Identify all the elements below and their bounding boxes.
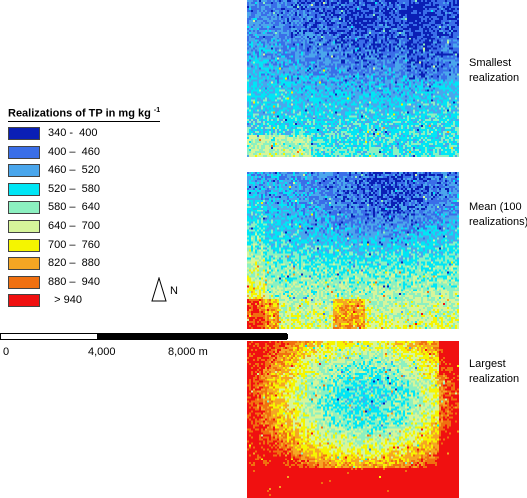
legend-swatch (8, 238, 40, 252)
legend-label: 820 – 880 (48, 257, 100, 270)
legend-swatch (8, 164, 40, 178)
legend-label: 400 – 460 (48, 145, 100, 158)
legend-swatch (8, 127, 40, 140)
legend-title-superscript: -1 (153, 107, 161, 114)
map-mean-realization (247, 172, 459, 329)
north-arrow-icon (151, 277, 167, 302)
caption-line: Mean (100 realizations) (469, 201, 527, 228)
legend-label: 340 - 400 (48, 127, 98, 139)
legend-label: 880 – 940 (48, 275, 100, 288)
legend-label: 520 – 580 (48, 182, 100, 195)
legend-swatch (8, 294, 40, 308)
map-caption-mean: Mean (100 realizations) (469, 200, 527, 230)
map-caption-largest: Largest realization (469, 357, 519, 387)
scale-label-4000: 4,000 (88, 346, 116, 358)
legend-label: 580 – 640 (48, 201, 100, 214)
legend-label: 460 – 520 (48, 164, 100, 177)
caption-line: Largest realization (469, 358, 520, 385)
legend-swatch (8, 201, 40, 215)
legend-swatch (8, 182, 40, 196)
legend-label: > 940 (48, 294, 82, 307)
scale-bar-segment-black (97, 334, 288, 339)
legend-title-text: Realizations of TP in mg kg (8, 107, 151, 120)
scale-label-8000: 8,000 m (168, 346, 208, 358)
legend-swatch (8, 145, 40, 159)
legend-swatch (8, 220, 40, 233)
map-largest-realization (247, 341, 459, 498)
north-label: N (170, 285, 178, 297)
legend-swatch (8, 275, 40, 289)
legend-title: Realizations of TP in mg kg -1 (8, 107, 161, 122)
legend-label: 640 – 700 (48, 220, 100, 232)
map-caption-smallest: Smallest realization (469, 56, 519, 86)
scale-bar-segment-white (1, 334, 97, 339)
map-smallest-realization (247, 0, 459, 157)
caption-line: Smallest realization (469, 57, 520, 84)
scale-bar (0, 333, 288, 340)
legend-label: 700 – 760 (48, 238, 100, 251)
legend-swatch (8, 257, 40, 271)
scale-label-0: 0 (3, 346, 10, 358)
